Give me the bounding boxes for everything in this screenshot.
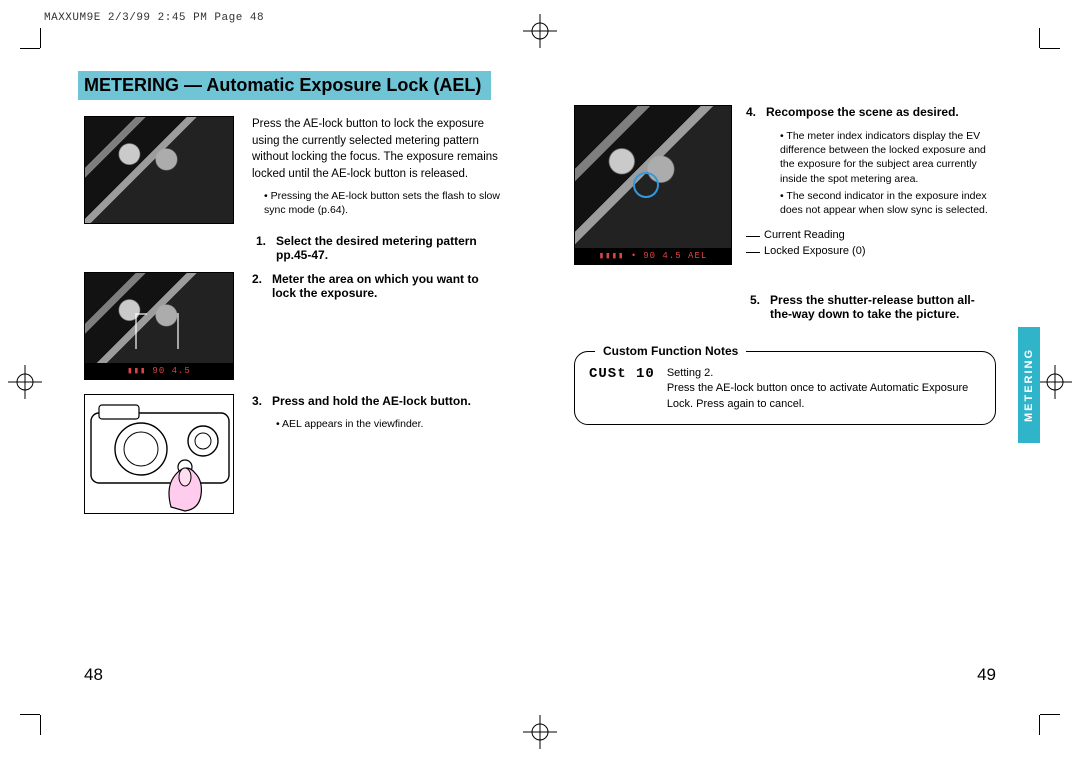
step-2: 2. Meter the area on which you want to l… — [252, 272, 506, 300]
custom-box-title: Custom Function Notes — [595, 344, 746, 358]
step-4: 4. Recompose the scene as desired. — [746, 105, 996, 119]
step-3-note: AEL appears in the viewfinder. — [276, 418, 471, 430]
viewfinder-readout-ael: ▮▮▮▮ • 90 4.5 AEL — [575, 248, 731, 264]
crop-mark — [1039, 715, 1040, 735]
section-title: METERING — Automatic Exposure Lock (AEL) — [84, 75, 481, 95]
step-3: 3. Press and hold the AE-lock button. — [252, 394, 471, 408]
step-4-bullet-2: The second indicator in the exposure ind… — [780, 189, 996, 217]
callout-locked-exposure: Locked Exposure (0) — [752, 245, 996, 257]
section-title-bar: METERING — Automatic Exposure Lock (AEL) — [78, 71, 491, 100]
crop-mark — [40, 715, 41, 735]
example-photo-3-recompose: ▮▮▮▮ • 90 4.5 AEL — [574, 105, 732, 265]
step-4-bullet-1: The meter index indicators display the E… — [780, 129, 996, 186]
intro-paragraph: Press the AE-lock button to lock the exp… — [252, 118, 498, 180]
step-text: Select the desired metering pattern pp.4… — [276, 234, 506, 262]
registration-mark — [8, 365, 42, 399]
crop-mark — [1039, 28, 1040, 48]
section-tab-metering: METERING — [1018, 327, 1040, 443]
custom-setting-text: Press the AE-lock button once to activat… — [667, 381, 981, 412]
crop-mark — [20, 48, 40, 49]
step-5: 5. Press the shutter-release button all-… — [750, 293, 996, 321]
page-number-right: 49 — [977, 665, 996, 685]
step-text: Press and hold the AE-lock button. — [272, 394, 471, 408]
step-number: 1. — [256, 234, 266, 262]
intro-text: Press the AE-lock button to lock the exp… — [252, 116, 506, 224]
page-number-left: 48 — [84, 665, 103, 685]
registration-mark — [523, 715, 557, 749]
crop-mark — [1040, 714, 1060, 715]
page-spread: METERING — Automatic Exposure Lock (AEL)… — [40, 48, 1040, 715]
intro-bullet: Pressing the AE-lock button sets the fla… — [264, 189, 506, 217]
step-number: 5. — [750, 293, 760, 321]
crop-mark — [1040, 48, 1060, 49]
step-text: Meter the area on which you want to lock… — [272, 272, 506, 300]
page-left: METERING — Automatic Exposure Lock (AEL)… — [40, 49, 550, 715]
step-number: 2. — [252, 272, 262, 300]
step-1: 1. Select the desired metering pattern p… — [256, 234, 506, 262]
page-right: ▮▮▮▮ • 90 4.5 AEL 4. Recompose the scene… — [550, 49, 1040, 715]
crop-mark — [40, 28, 41, 48]
callout-current-reading: Current Reading — [752, 229, 996, 241]
step-text: Recompose the scene as desired. — [766, 105, 996, 119]
step-text: Press the shutter-release button all-the… — [770, 293, 996, 321]
custom-function-id: CUSt 10 — [589, 366, 655, 382]
camera-ae-lock-illustration — [84, 394, 234, 514]
registration-mark — [1038, 365, 1072, 399]
custom-setting-heading: Setting 2. — [667, 366, 981, 381]
registration-mark — [523, 14, 557, 48]
step-number: 4. — [746, 105, 756, 119]
print-header: MAXXUM9E 2/3/99 2:45 PM Page 48 — [44, 12, 264, 24]
example-photo-1 — [84, 116, 234, 224]
crop-mark — [20, 714, 40, 715]
custom-function-notes-box: Custom Function Notes CUSt 10 Setting 2.… — [574, 351, 996, 425]
example-photo-2-viewfinder: ▮▮▮ 90 4.5 — [84, 272, 234, 380]
viewfinder-readout: ▮▮▮ 90 4.5 — [85, 363, 233, 379]
step-number: 3. — [252, 394, 262, 408]
